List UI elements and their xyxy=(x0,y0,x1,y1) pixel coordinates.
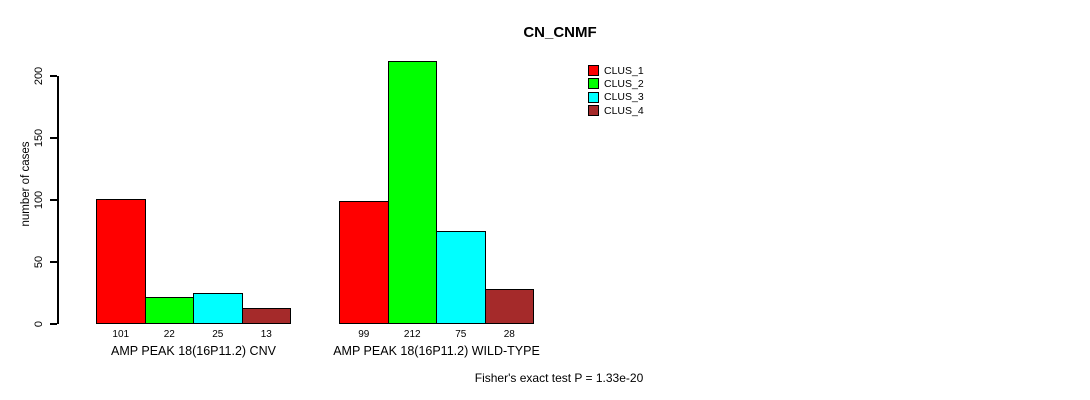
legend-item: CLUS_3 xyxy=(588,91,644,104)
y-axis-tick xyxy=(50,261,57,263)
y-axis-tick xyxy=(50,75,57,77)
legend-item: CLUS_2 xyxy=(588,77,644,90)
bar-clus_1-group1 xyxy=(96,198,146,324)
bar-clus_3-group1 xyxy=(193,293,243,324)
x-category-label: AMP PEAK 18(16P11.2) CNV xyxy=(111,344,276,358)
bar-clus_1-group2 xyxy=(339,201,389,324)
legend-label: CLUS_4 xyxy=(604,104,644,117)
bar-value-label: 99 xyxy=(358,329,370,340)
bar-clus_4-group2 xyxy=(484,289,534,324)
bar-clus_4-group1 xyxy=(241,307,291,324)
legend-item: CLUS_1 xyxy=(588,64,644,77)
legend-label: CLUS_1 xyxy=(604,64,644,77)
y-axis-tick xyxy=(50,323,57,325)
chart-title: CN_CNMF xyxy=(523,24,597,41)
bar-clus_3-group2 xyxy=(436,231,486,324)
bar-value-label: 28 xyxy=(503,329,515,340)
y-axis-label: number of cases xyxy=(20,141,32,227)
bar-clus_2-group2 xyxy=(387,61,437,324)
bar-value-label: 22 xyxy=(163,329,175,340)
annotation-text: Fisher's exact test P = 1.33e-20 xyxy=(474,371,644,385)
legend-item: CLUS_4 xyxy=(588,104,644,117)
y-axis-tick xyxy=(50,199,57,201)
y-axis-tick-label: 100 xyxy=(33,190,45,210)
y-axis-line xyxy=(57,76,59,324)
bar-value-label: 25 xyxy=(212,329,224,340)
y-axis-tick-label: 0 xyxy=(33,320,45,328)
y-axis-tick-label: 150 xyxy=(33,128,45,148)
bar-value-label: 101 xyxy=(112,329,130,340)
x-category-label: AMP PEAK 18(16P11.2) WILD-TYPE xyxy=(333,344,540,358)
bar-value-label: 212 xyxy=(403,329,421,340)
legend-label: CLUS_3 xyxy=(604,91,644,104)
legend-label: CLUS_2 xyxy=(604,77,644,90)
y-axis-tick xyxy=(50,137,57,139)
y-axis-tick-label: 50 xyxy=(33,255,45,269)
legend-swatch xyxy=(588,91,599,103)
bar-clus_2-group1 xyxy=(144,296,194,324)
legend-swatch xyxy=(588,65,599,77)
bar-value-label: 75 xyxy=(455,329,467,340)
y-axis-tick-label: 200 xyxy=(33,66,45,86)
legend-swatch xyxy=(588,78,599,90)
bar-value-label: 13 xyxy=(260,329,272,340)
legend-swatch xyxy=(588,105,599,117)
legend: CLUS_1 CLUS_2 CLUS_3 CLUS_4 xyxy=(588,64,644,117)
